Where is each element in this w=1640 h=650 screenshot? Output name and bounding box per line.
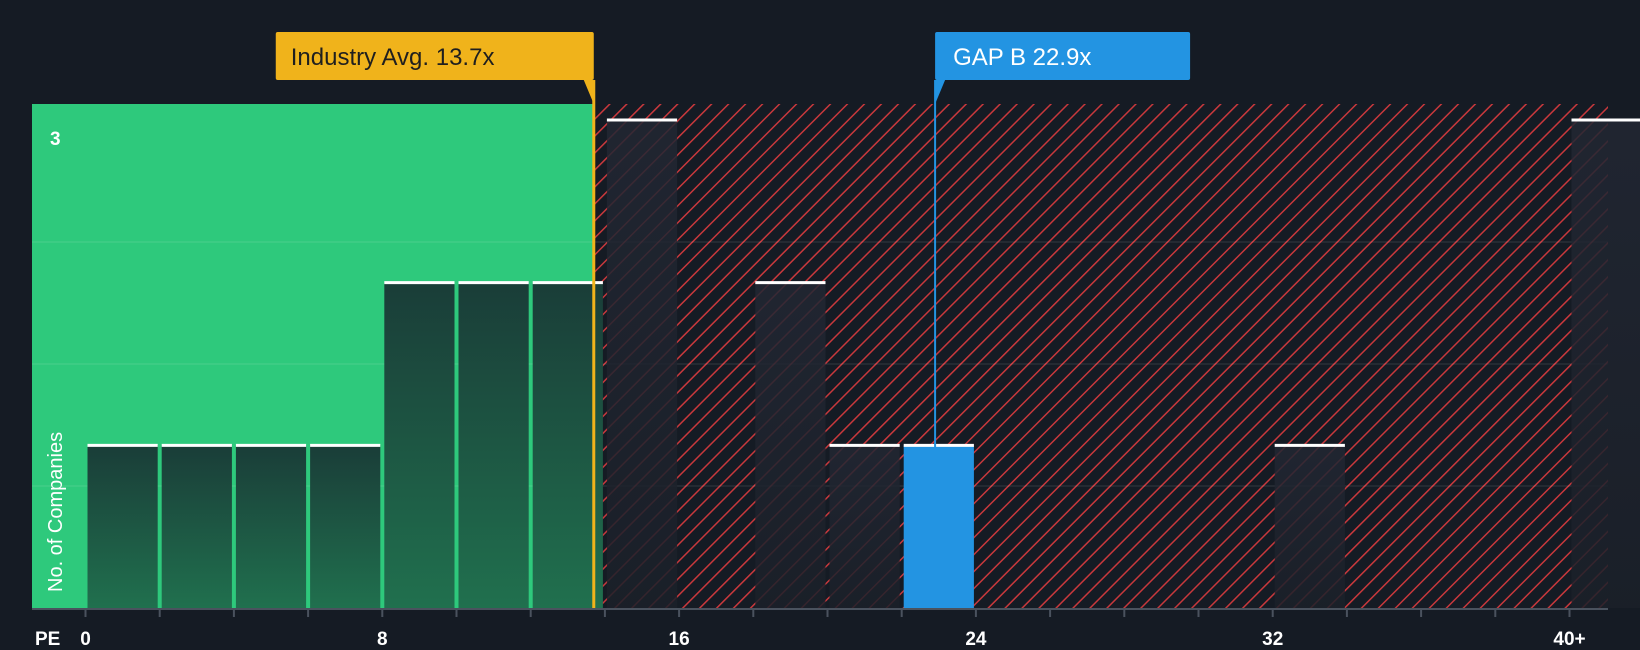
bars (87, 118, 1640, 608)
x-tick-label: 8 (377, 629, 388, 650)
histogram-bar (903, 445, 974, 608)
x-tick-label: 0 (80, 629, 91, 650)
industry-avg-label-box (275, 32, 594, 80)
histogram-bar (458, 282, 529, 608)
company-pe-pointer (935, 80, 946, 104)
x-tick-label: 32 (1262, 629, 1283, 650)
histogram-bar (161, 445, 232, 608)
industry-avg-label: Industry Avg. 13.7x (291, 44, 495, 71)
histogram-bar (1571, 120, 1640, 608)
histogram-bar (384, 282, 455, 608)
histogram-bar (755, 282, 826, 608)
industry-avg-pointer (583, 80, 594, 104)
histogram-bar (829, 445, 900, 608)
company-pe-label-box (935, 32, 1191, 80)
histogram-bar (606, 120, 678, 608)
histogram-bar (310, 445, 381, 608)
histogram-bar (87, 445, 158, 608)
x-tick-label: 16 (669, 629, 690, 650)
y-axis-title: No. of Companies (45, 432, 67, 592)
histogram-bar (532, 282, 603, 608)
y-tick-label: 3 (50, 129, 61, 150)
x-tick-label: 40+ (1553, 629, 1585, 650)
histogram-bar (235, 445, 307, 608)
company-pe-label: GAP B 22.9x (953, 44, 1091, 71)
histogram-bar (1274, 445, 1345, 608)
x-tick-label: 24 (965, 629, 987, 650)
x-axis-ticks: 0 8 16 24 32 40+ (80, 609, 1586, 650)
overvalued-region (593, 104, 1608, 608)
x-axis-title: PE (35, 629, 60, 650)
